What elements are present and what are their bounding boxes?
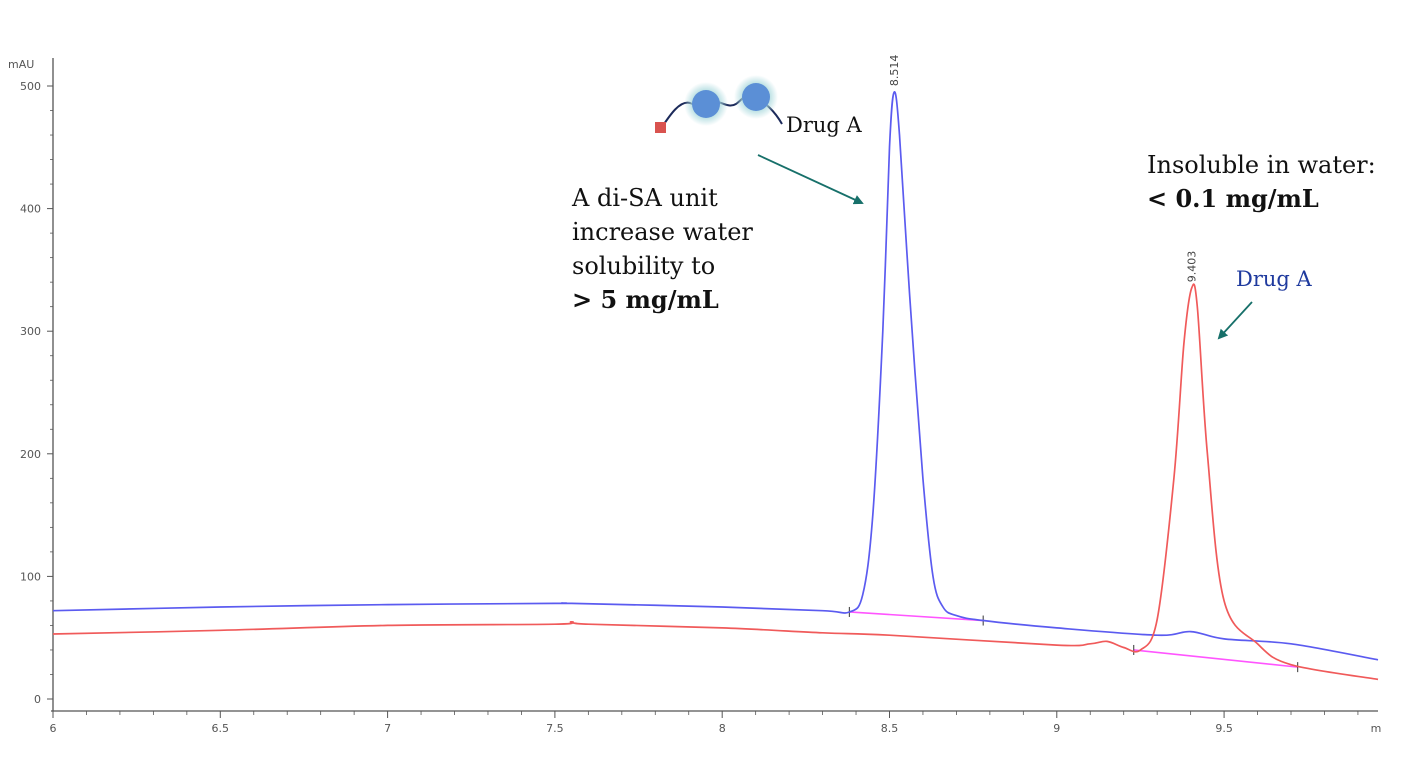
disa-line-2: increase water xyxy=(572,218,753,246)
y-tick-label: 400 xyxy=(20,203,41,216)
y-tick-label: 300 xyxy=(20,325,41,338)
y-tick-label: 0 xyxy=(34,693,41,706)
series-line-2 xyxy=(52,283,1379,681)
y-tick-label: 100 xyxy=(20,570,41,583)
drug-a-label: Drug A xyxy=(1236,267,1312,291)
x-tick-label: 8.5 xyxy=(881,722,899,735)
series-line-1 xyxy=(52,91,1379,661)
peak-labels: 8.514 9.403 xyxy=(888,55,1198,283)
insoluble-value: < 0.1 mg/mL xyxy=(1147,184,1319,213)
sphere xyxy=(742,83,770,111)
x-tick-label: 8 xyxy=(719,722,726,735)
annotation-arrows xyxy=(757,154,1253,340)
insoluble-annotation: Insoluble in water: < 0.1 mg/mL xyxy=(1147,148,1376,216)
peak-retention-label: 9.403 xyxy=(1186,251,1199,283)
x-tick-label: 9.5 xyxy=(1215,722,1233,735)
y-axis-unit-label: mAU xyxy=(8,58,34,71)
arrow-to-red-peak xyxy=(1217,301,1253,340)
integration-baseline xyxy=(1133,649,1298,668)
structure-drug-label: Drug A xyxy=(786,113,862,137)
arrow-to-blue-peak xyxy=(757,154,864,205)
sphere xyxy=(692,90,720,118)
integration-baseline xyxy=(849,611,984,622)
peak-retention-label: 8.514 xyxy=(888,55,901,87)
axes: mAU 0 100 200 300 400 500 6 6.5 7 7.5 8 8.5 9 9.5 m xyxy=(8,58,1381,735)
x-axis-end-label: m xyxy=(1371,722,1382,735)
molecule-structure-icon xyxy=(655,75,783,133)
x-tick-label: 7 xyxy=(384,722,391,735)
y-tick-label: 500 xyxy=(20,80,41,93)
series-lines xyxy=(52,91,1379,681)
x-tick-label: 7.5 xyxy=(546,722,564,735)
end-group-square xyxy=(655,122,666,133)
disa-annotation: A di-SA unit increase water solubility t… xyxy=(572,181,753,317)
insoluble-line: Insoluble in water: xyxy=(1147,151,1376,179)
disa-line-3: solubility to xyxy=(572,252,716,280)
x-tick-label: 9 xyxy=(1053,722,1060,735)
x-tick-label: 6.5 xyxy=(212,722,230,735)
disa-line-1: A di-SA unit xyxy=(572,184,718,212)
disa-solubility-value: > 5 mg/mL xyxy=(572,285,719,314)
y-tick-label: 200 xyxy=(20,448,41,461)
x-tick-label: 6 xyxy=(50,722,57,735)
